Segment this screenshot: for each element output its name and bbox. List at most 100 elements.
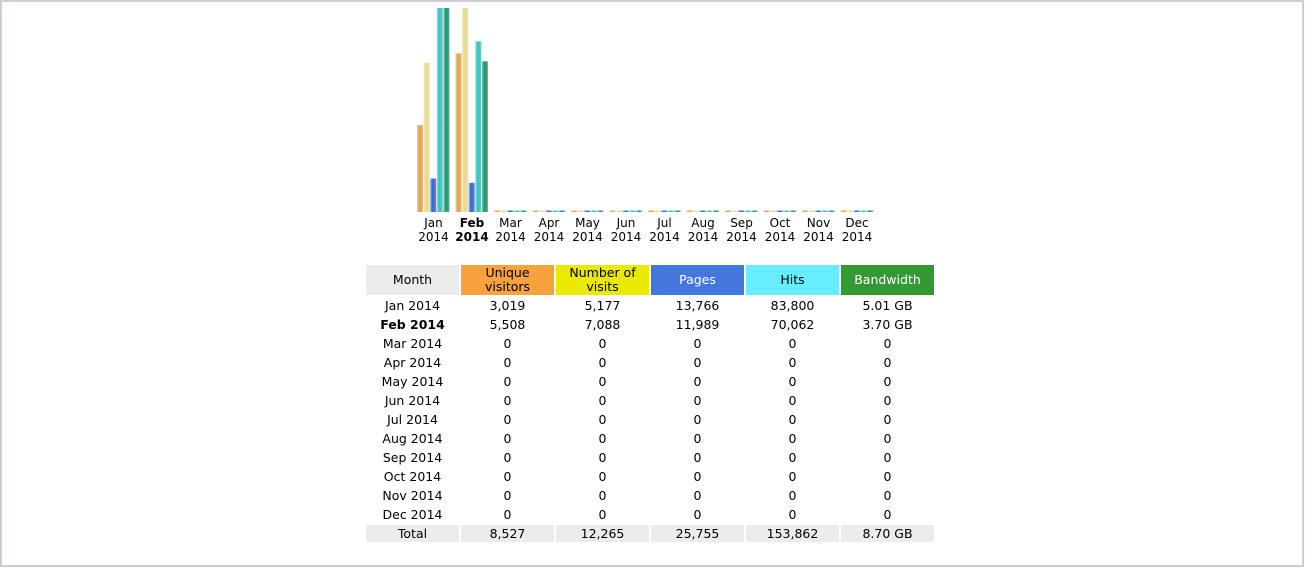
cell-hits: 0 — [788, 469, 797, 484]
bar-bandwidth-jul-2014 — [674, 210, 681, 212]
bar-hits-apr-2014 — [552, 210, 559, 212]
x-tick-label: Oct 2014 — [761, 216, 799, 244]
x-tick-year: 2014 — [495, 230, 526, 244]
total-cell-visits: 12,265 — [556, 525, 649, 542]
bar-pages-mar-2014 — [507, 210, 514, 212]
cell-pages: 0 — [693, 393, 702, 408]
cell-pages: 0 — [693, 450, 702, 465]
bar-number-of-visits-mar-2014 — [500, 210, 507, 212]
bar-number-of-visits-jun-2014 — [616, 210, 623, 212]
cell-pages: 0 — [693, 488, 702, 503]
cell-bandwidth: 0 — [883, 431, 892, 446]
cell-month: Feb 2014 — [380, 317, 445, 332]
cell-visits: 0 — [598, 431, 607, 446]
x-tick-year: 2014 — [572, 230, 603, 244]
cell-month: Jan 2014 — [384, 298, 441, 313]
bar-unique-visitors-jun-2014 — [609, 210, 616, 212]
x-tick-month: Jun — [616, 216, 636, 230]
bar-bandwidth-nov-2014 — [828, 210, 835, 212]
cell-pages: 0 — [693, 374, 702, 389]
bar-hits-sep-2014 — [744, 210, 751, 212]
cell-visits: 0 — [598, 488, 607, 503]
bar-hits-oct-2014 — [783, 210, 790, 212]
bar-unique-visitors-nov-2014 — [802, 210, 808, 212]
bar-unique-visitors-mar-2014 — [494, 210, 500, 212]
x-tick-month: Aug — [691, 216, 715, 230]
x-tick-label: Aug 2014 — [684, 216, 722, 244]
cell-unique: 0 — [503, 374, 512, 389]
table-header-row: Month Unique visitors Number of visits P… — [366, 265, 934, 295]
cell-pages: 0 — [693, 336, 702, 351]
bar-unique-visitors-feb-2014 — [455, 53, 462, 212]
x-tick-label: Feb 2014 — [453, 216, 491, 244]
bar-bandwidth-feb-2014 — [481, 61, 488, 212]
x-tick-label: Jan 2014 — [415, 216, 453, 244]
x-tick-month: Oct — [769, 216, 791, 230]
bar-pages-feb-2014 — [468, 182, 475, 212]
cell-month: Apr 2014 — [383, 355, 442, 370]
table-row: Aug 2014 0 0 0 0 0 — [366, 430, 934, 447]
x-tick-label: Mar 2014 — [492, 216, 530, 244]
cell-visits: 0 — [598, 469, 607, 484]
x-tick-month: Sep — [730, 216, 753, 230]
x-tick-year: 2014 — [841, 230, 873, 244]
cell-month: Nov 2014 — [382, 488, 443, 503]
x-tick-year: 2014 — [803, 230, 834, 244]
cell-visits: 0 — [598, 374, 607, 389]
cell-month: Oct 2014 — [383, 469, 442, 484]
cell-visits: 0 — [598, 450, 607, 465]
bar-hits-jan-2014 — [436, 8, 443, 212]
cell-unique: 0 — [503, 355, 512, 370]
table-row: Dec 2014 0 0 0 0 0 — [366, 506, 934, 523]
cell-visits: 7,088 — [584, 317, 621, 332]
monthly-history-chart: Jan 2014 Feb 2014 Mar 2014 Apr 2014 May 2014 Jun 20… — [416, 6, 878, 252]
x-tick-year: 2014 — [610, 230, 642, 244]
cell-hits: 0 — [788, 355, 797, 370]
cell-month: May 2014 — [381, 374, 444, 389]
x-tick-month: Apr — [538, 216, 560, 230]
bar-number-of-visits-feb-2014 — [462, 8, 469, 212]
table-row: Oct 2014 0 0 0 0 0 — [366, 468, 934, 485]
bar-bandwidth-oct-2014 — [789, 210, 796, 212]
cell-month: Aug 2014 — [382, 431, 443, 446]
total-cell-bandwidth: 8.70 GB — [841, 525, 934, 542]
table-row: Apr 2014 0 0 0 0 0 — [366, 354, 934, 371]
bar-pages-jul-2014 — [661, 210, 668, 212]
cell-bandwidth: 0 — [883, 507, 892, 522]
bar-number-of-visits-nov-2014 — [808, 210, 815, 212]
bar-pages-apr-2014 — [545, 210, 552, 212]
x-tick-year: 2014 — [418, 230, 449, 244]
x-tick-label: Jun 2014 — [607, 216, 645, 244]
bar-pages-sep-2014 — [738, 210, 745, 212]
header-unique-visitors: Unique visitors — [461, 265, 554, 295]
cell-hits: 0 — [788, 450, 797, 465]
table-row: Feb 2014 5,508 7,088 11,989 70,062 3.70 GB — [366, 316, 934, 333]
x-tick-month: Dec — [845, 216, 869, 230]
bar-unique-visitors-sep-2014 — [725, 210, 731, 212]
cell-visits: 0 — [598, 507, 607, 522]
total-row: Total 8,527 12,265 25,755 153,862 8.70 GB — [366, 525, 934, 542]
cell-visits: 0 — [598, 336, 607, 351]
bar-number-of-visits-dec-2014 — [847, 210, 854, 212]
x-tick-month: Jan — [424, 216, 443, 230]
cell-unique: 5,508 — [489, 317, 526, 332]
cell-pages: 0 — [693, 355, 702, 370]
cell-unique: 0 — [503, 450, 512, 465]
x-tick-label: Dec 2014 — [838, 216, 876, 244]
total-cell-hits: 153,862 — [746, 525, 839, 542]
bar-number-of-visits-jul-2014 — [654, 210, 661, 212]
bar-hits-nov-2014 — [821, 210, 828, 212]
total-cell-pages: 25,755 — [651, 525, 744, 542]
bar-hits-may-2014 — [590, 210, 597, 212]
bar-hits-mar-2014 — [513, 210, 520, 212]
cell-unique: 0 — [503, 507, 512, 522]
cell-visits: 0 — [598, 355, 607, 370]
cell-bandwidth: 0 — [883, 469, 892, 484]
bar-bandwidth-jun-2014 — [635, 210, 642, 212]
x-tick-month: May — [575, 216, 600, 230]
bar-pages-oct-2014 — [776, 210, 783, 212]
bar-bandwidth-dec-2014 — [866, 210, 873, 212]
cell-bandwidth: 0 — [883, 450, 892, 465]
bar-unique-visitors-jul-2014 — [648, 210, 654, 212]
bar-number-of-visits-may-2014 — [577, 210, 584, 212]
